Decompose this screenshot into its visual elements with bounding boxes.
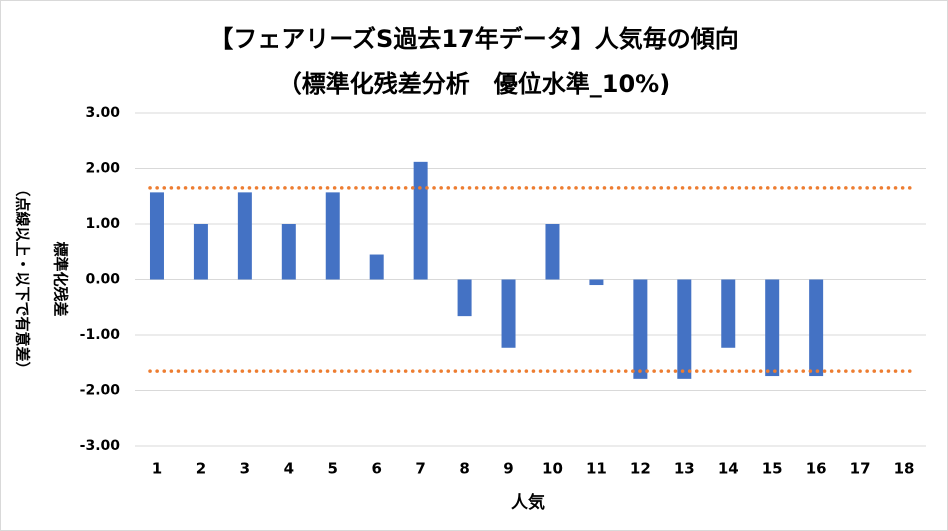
bar — [589, 279, 604, 286]
bar — [281, 224, 296, 280]
bar — [237, 192, 252, 280]
bar — [721, 279, 736, 348]
y-tick-label: -2.00 — [80, 383, 121, 399]
bar — [545, 224, 560, 280]
x-tick-label: 10 — [542, 460, 563, 478]
bar — [149, 192, 164, 280]
bar — [677, 279, 692, 379]
bar — [501, 279, 516, 348]
x-tick-label: 18 — [894, 460, 915, 478]
x-axis-label: 人気 — [511, 492, 545, 513]
x-tick-label: 2 — [196, 460, 206, 478]
x-tick-label: 17 — [850, 460, 871, 478]
x-tick-label: 9 — [503, 460, 513, 478]
bar — [325, 192, 340, 280]
x-tick-label: 3 — [240, 460, 250, 478]
bar — [193, 224, 208, 280]
y-axis-label: 標準化残差 — [52, 241, 70, 316]
x-tick-label: 12 — [630, 460, 651, 478]
y-tick-label: 1.00 — [85, 216, 120, 232]
chart-subtitle: （標準化残差分析 優位水準_10%) — [278, 70, 670, 98]
y-tick-label: -1.00 — [80, 327, 121, 343]
y-tick-label: 0.00 — [85, 272, 120, 288]
x-tick-label: 7 — [415, 460, 425, 478]
y-tick-label: -3.00 — [80, 438, 121, 454]
x-tick-label: 5 — [328, 460, 338, 478]
x-tick-label: 6 — [371, 460, 381, 478]
bar — [633, 279, 648, 379]
bar — [809, 279, 824, 377]
y-axis-note: （点線以上・以下で有意差） — [14, 181, 32, 376]
bar — [457, 279, 472, 317]
x-tick-label: 1 — [152, 460, 162, 478]
x-tick-label: 4 — [284, 460, 294, 478]
x-tick-label: 16 — [806, 460, 827, 478]
y-tick-label: 2.00 — [85, 161, 120, 177]
chart-title: 【フェアリーズS過去17年データ】人気毎の傾向 — [209, 25, 738, 53]
bar — [413, 161, 428, 280]
x-tick-label: 8 — [459, 460, 469, 478]
x-tick-label: 11 — [586, 460, 607, 478]
bar — [369, 254, 384, 280]
bar — [765, 279, 780, 377]
x-tick-label: 14 — [718, 460, 739, 478]
x-tick-label: 13 — [674, 460, 695, 478]
y-tick-label: 3.00 — [85, 105, 120, 121]
x-tick-label: 15 — [762, 460, 783, 478]
